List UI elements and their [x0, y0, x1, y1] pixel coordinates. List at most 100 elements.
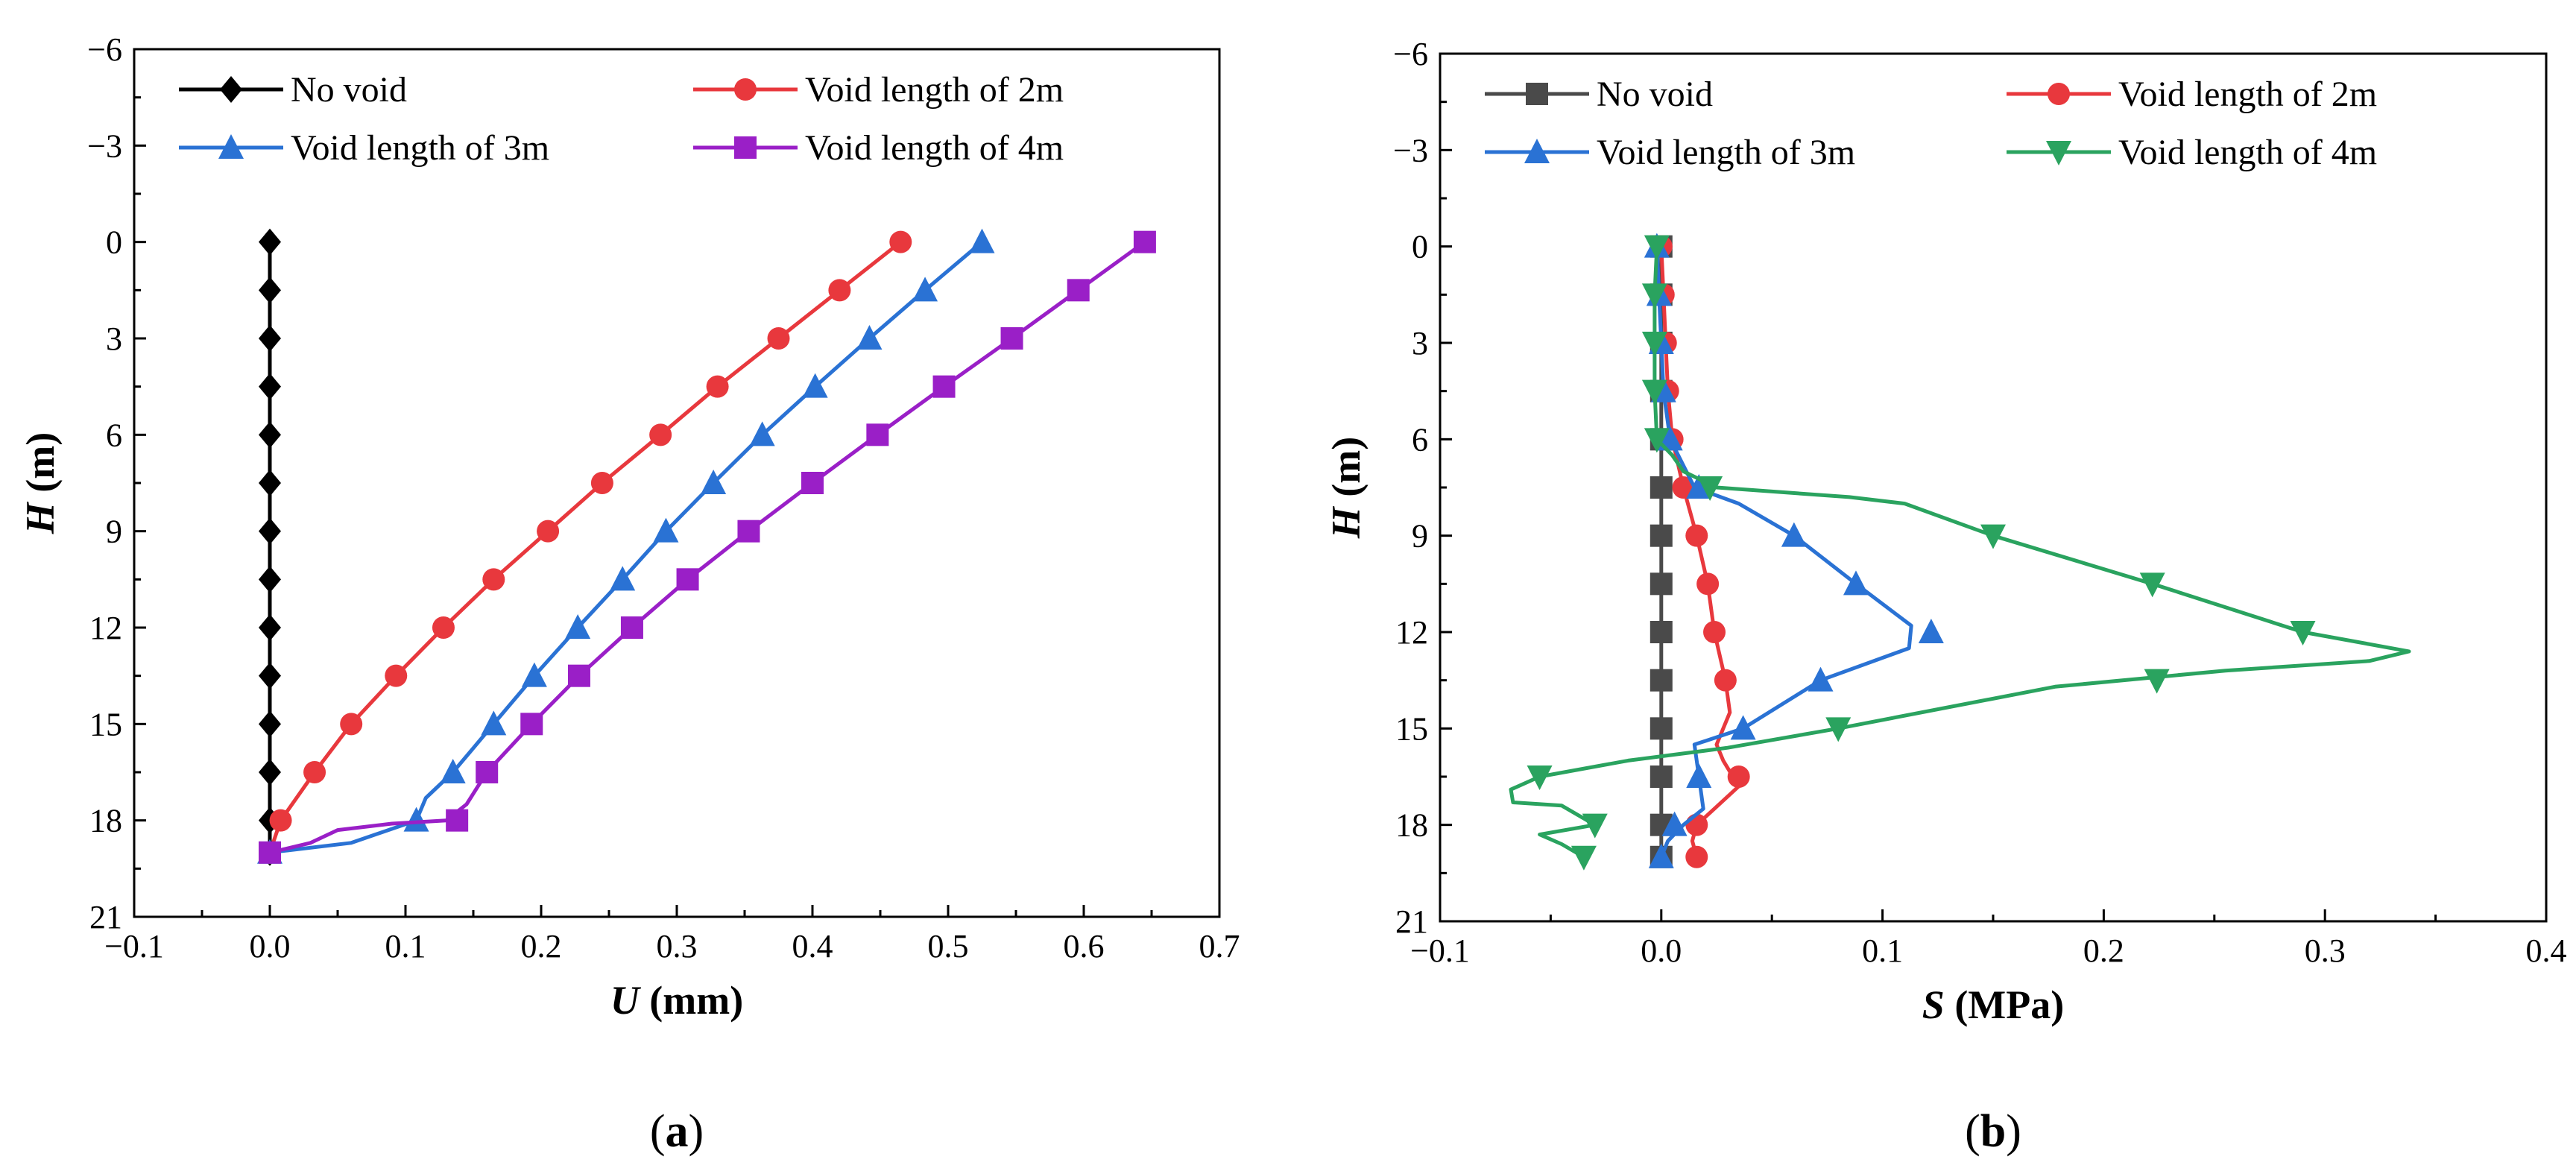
data-point [259, 421, 281, 449]
data-point [1582, 813, 1608, 839]
legend-marker [734, 136, 757, 159]
x-axis-variable: S [1922, 982, 1945, 1027]
x-tick-label: 0.2 [521, 928, 562, 965]
data-point [1650, 524, 1673, 547]
data-point [737, 520, 760, 543]
series-void-length-of-2m [259, 230, 912, 864]
data-point [610, 566, 636, 591]
data-point [521, 662, 547, 687]
y-tick-label: −6 [87, 31, 122, 68]
legend-marker [1524, 139, 1550, 163]
data-point [385, 664, 408, 687]
data-point [259, 325, 281, 352]
y-tick-label: 9 [1412, 518, 1428, 555]
data-point [1781, 522, 1807, 547]
data-point [856, 325, 883, 350]
data-point [2139, 572, 2165, 598]
data-point [1685, 845, 1708, 868]
data-point [1686, 474, 1712, 499]
data-point [676, 568, 699, 591]
data-point [969, 228, 995, 253]
data-point [653, 517, 679, 543]
data-point [303, 761, 326, 783]
y-tick-label: −3 [87, 127, 122, 164]
data-point [482, 568, 505, 591]
data-point [1672, 476, 1695, 499]
data-point [590, 472, 613, 494]
panel-label: (a) [650, 1106, 704, 1157]
panel-label: (b) [1965, 1106, 2021, 1157]
y-tick-label: 0 [1412, 229, 1428, 265]
data-point [1067, 279, 1090, 302]
series-line [1509, 244, 2411, 859]
data-point [537, 520, 560, 543]
data-point [1697, 476, 1723, 501]
chart-b-svg: −0.1 0.0 0.1 0.2 0.3 0.4 −6 −3 0 3 6 9 12 15 18 21 S (MP… [1324, 36, 2567, 1157]
x-axis-variable: U [610, 978, 642, 1023]
data-point [767, 327, 790, 350]
y-tick-label: −6 [1393, 36, 1428, 72]
data-point [649, 423, 672, 446]
legend-label: No void [291, 70, 407, 110]
x-tick-label: 0.4 [2526, 932, 2567, 969]
y-axis-title: H (m) [1324, 437, 1368, 539]
data-point [259, 470, 281, 496]
data-point [440, 759, 466, 783]
legend-label: Void length of 3m [1597, 133, 1855, 172]
data-point [1641, 332, 1667, 356]
x-axis-title: U (mm) [610, 978, 743, 1023]
x-tick-label: 0.6 [1064, 928, 1105, 965]
legend-label: Void length of 4m [805, 128, 1064, 168]
chart-a-svg: −0.1 0.0 0.1 0.2 0.3 0.4 0.5 0.6 0.7 −6 −3 0 3 6 9 12 15… [18, 31, 1240, 1157]
data-point [1648, 843, 1674, 868]
legend-label: Void length of 2m [2118, 75, 2377, 114]
data-point [1644, 428, 1670, 453]
data-point [1641, 283, 1667, 309]
data-point [1650, 765, 1673, 788]
data-point [1918, 619, 1944, 643]
series-no-void [259, 228, 281, 866]
x-tick-label: 0.0 [1641, 932, 1682, 969]
legend-entry: Void length of 4m [2007, 133, 2377, 172]
y-tick-label: 6 [1412, 421, 1428, 458]
series-void-length-of-3m [1644, 233, 1944, 868]
data-point [481, 710, 507, 736]
x-axis-unit: (MPa) [1945, 982, 2064, 1027]
data-point [1650, 476, 1673, 499]
data-point [259, 566, 281, 593]
data-point [259, 710, 281, 738]
data-point [432, 616, 455, 639]
y-tick-label: 18 [1395, 807, 1428, 844]
data-point [1641, 379, 1667, 405]
x-tick-label: 0.1 [385, 928, 426, 965]
x-axis-title: S (MPa) [1922, 982, 2064, 1027]
legend-entry: No void [179, 70, 407, 110]
data-point [259, 277, 281, 304]
data-point [1650, 717, 1673, 740]
data-point [801, 472, 824, 494]
data-point [1133, 230, 1156, 253]
legend-marker [2048, 83, 2070, 105]
y-tick-label: 0 [106, 224, 122, 261]
data-point [912, 277, 938, 302]
data-point [749, 421, 775, 446]
data-point [259, 614, 281, 641]
data-point [476, 761, 499, 783]
legend-label: Void length of 2m [805, 70, 1064, 110]
data-point [1661, 811, 1688, 836]
series-line [268, 240, 984, 855]
x-tick-label: 0.7 [1199, 928, 1240, 965]
data-point [620, 616, 643, 639]
y-tick-label: 12 [89, 610, 122, 646]
y-axis-variable: H [1324, 505, 1368, 539]
data-point [802, 373, 828, 398]
plot-frame [1439, 52, 2548, 923]
data-point [1527, 765, 1553, 790]
data-point [2144, 669, 2170, 694]
data-point [1000, 327, 1023, 350]
data-point [1980, 524, 2006, 549]
data-point [1685, 524, 1708, 547]
data-point [1570, 845, 1597, 871]
data-point [701, 470, 727, 494]
data-point [1650, 669, 1673, 692]
